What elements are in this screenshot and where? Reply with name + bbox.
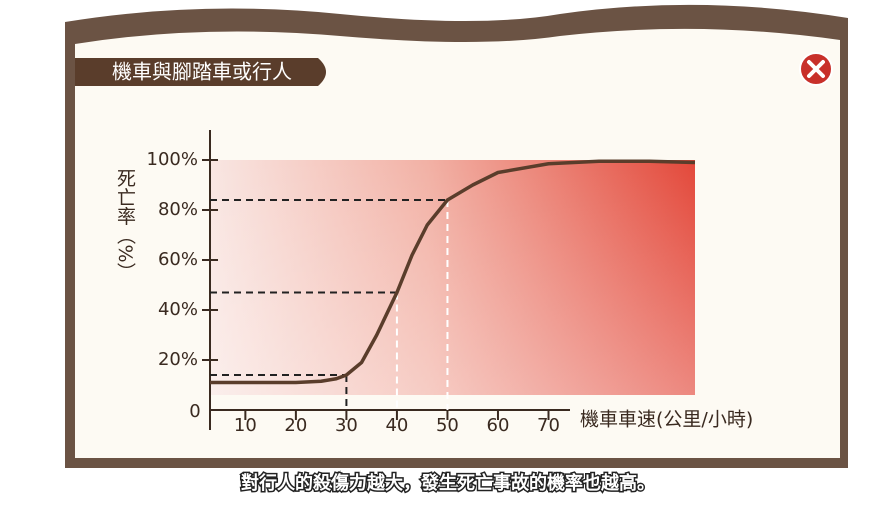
caption: 對行人的殺傷力越大，發生死亡事故的機率也越高。 xyxy=(241,472,655,494)
x-tick-label: 20 xyxy=(284,415,307,436)
x-axis-label: 機車車速(公里/小時) xyxy=(580,409,753,431)
y-tick-label: 60% xyxy=(158,249,198,270)
x-tick-label: 30 xyxy=(335,415,358,436)
x-tick-label: 60 xyxy=(487,415,510,436)
curve xyxy=(210,159,696,385)
x-tick-label: 50 xyxy=(436,415,459,436)
y-tick-label: 40% xyxy=(158,299,198,320)
title: 機車與腳踏車或行人 xyxy=(112,60,292,84)
risk-fade xyxy=(210,160,695,395)
close-icon[interactable] xyxy=(807,60,825,78)
title-tab xyxy=(75,58,326,86)
y-tick-label: 20% xyxy=(158,349,198,370)
y-axis-label: 死亡率（%） xyxy=(114,168,136,281)
y-tick-label: 100% xyxy=(147,149,198,170)
x-tick-label: 70 xyxy=(537,415,560,436)
origin-label: 0 xyxy=(189,401,200,422)
y-tick-label: 80% xyxy=(158,199,198,220)
x-tick-label: 40 xyxy=(385,415,408,436)
x-tick-label: 10 xyxy=(234,415,257,436)
close-button[interactable] xyxy=(799,52,833,86)
